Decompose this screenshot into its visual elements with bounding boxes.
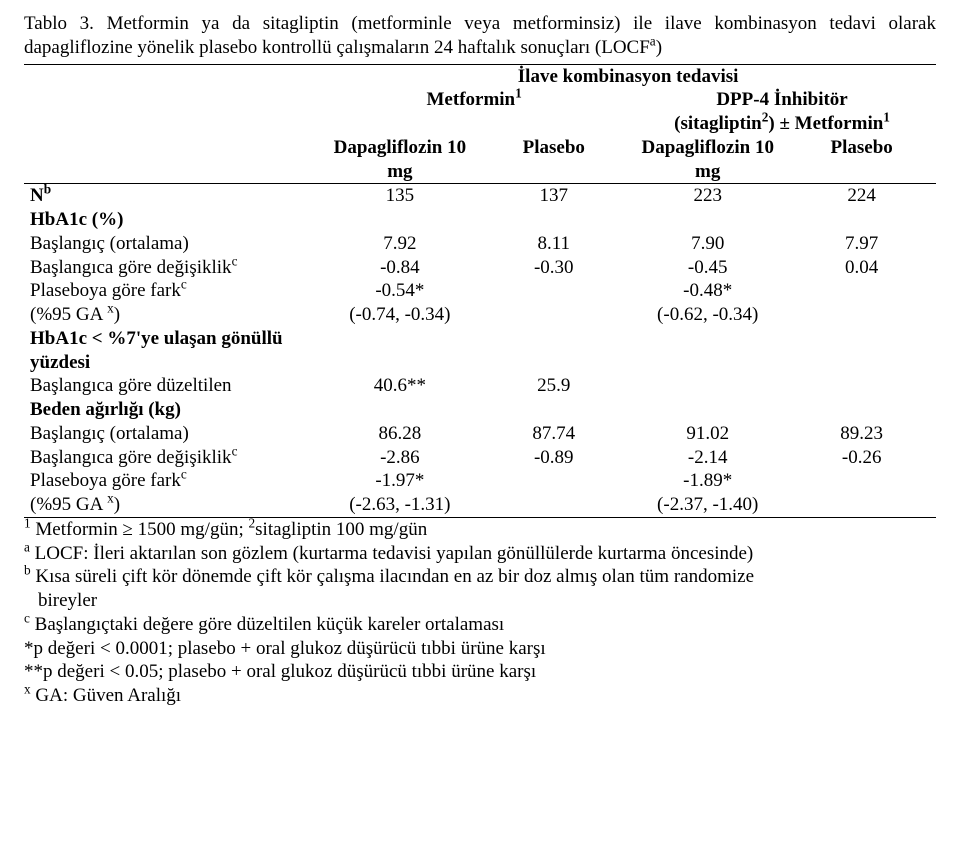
hdr-plasebo1: Plasebo — [479, 136, 628, 184]
cell: 91.02 — [628, 422, 787, 446]
cell — [787, 374, 936, 398]
cell: -2.14 — [628, 446, 787, 470]
hdr-ilave: İlave kombinasyon tedavisi — [320, 64, 936, 88]
cell: 40.6** — [320, 374, 479, 398]
cell: -0.26 — [787, 446, 936, 470]
cell: -0.45 — [628, 256, 787, 280]
row-label: Başlangıca göre düzeltilen — [24, 374, 320, 398]
row-label: Plaseboya göre farkc — [24, 279, 320, 303]
row-label: Plaseboya göre farkc — [24, 469, 320, 493]
cell: 25.9 — [479, 374, 628, 398]
cell: (-0.62, -0.34) — [628, 303, 787, 327]
row-hba1c7-2: yüzdesi — [24, 351, 320, 375]
cell — [787, 493, 936, 517]
data-table: İlave kombinasyon tedavisi Metformin1 DP… — [24, 64, 936, 518]
hdr-plasebo2: Plasebo — [787, 136, 936, 184]
cell: -2.86 — [320, 446, 479, 470]
cell: 224 — [787, 184, 936, 208]
caption-text: Tablo 3. Metformin ya da sitagliptin (me… — [24, 13, 936, 58]
cell: -0.89 — [479, 446, 628, 470]
cell — [479, 303, 628, 327]
footnote-p2: **p değeri < 0.05; plasebo + oral glukoz… — [24, 660, 936, 684]
cell: 7.97 — [787, 232, 936, 256]
row-hba1c: HbA1c (%) — [24, 208, 320, 232]
row-label: Başlangıç (ortalama) — [24, 422, 320, 446]
cell: 87.74 — [479, 422, 628, 446]
hdr-metformin: Metformin1 — [320, 88, 628, 136]
hdr-dapa2: Dapagliflozin 10 mg — [628, 136, 787, 184]
hdr-dpp4: DPP-4 İnhibitör (sitagliptin2) ± Metform… — [628, 88, 936, 136]
cell: 7.92 — [320, 232, 479, 256]
cell: 86.28 — [320, 422, 479, 446]
cell: -0.54* — [320, 279, 479, 303]
footnote-b-2: bireyler — [24, 589, 936, 613]
cell: 137 — [479, 184, 628, 208]
footnote-c: c Başlangıçtaki değere göre düzeltilen k… — [24, 613, 936, 637]
cell: (-2.37, -1.40) — [628, 493, 787, 517]
cell: 8.11 — [479, 232, 628, 256]
cell — [479, 469, 628, 493]
row-label: (%95 GA x) — [24, 303, 320, 327]
footnote-a: a LOCF: İleri aktarılan son gözlem (kurt… — [24, 542, 936, 566]
row-label: Başlangıca göre değişiklikc — [24, 446, 320, 470]
cell: (-2.63, -1.31) — [320, 493, 479, 517]
row-hba1c7-1: HbA1c < %7'ye ulaşan gönüllü — [24, 327, 320, 351]
cell — [787, 279, 936, 303]
cell: 7.90 — [628, 232, 787, 256]
cell — [479, 493, 628, 517]
cell: -1.97* — [320, 469, 479, 493]
hdr-dapa1: Dapagliflozin 10 mg — [320, 136, 479, 184]
cell: (-0.74, -0.34) — [320, 303, 479, 327]
cell: -1.89* — [628, 469, 787, 493]
cell: 0.04 — [787, 256, 936, 280]
cell — [787, 303, 936, 327]
cell: -0.48* — [628, 279, 787, 303]
cell: -0.30 — [479, 256, 628, 280]
row-label: (%95 GA x) — [24, 493, 320, 517]
footnote-1: 1 Metformin ≥ 1500 mg/gün; 2sitagliptin … — [24, 518, 936, 542]
cell — [628, 374, 787, 398]
row-beden: Beden ağırlığı (kg) — [24, 398, 320, 422]
row-n-label: Nb — [24, 184, 320, 208]
cell — [479, 279, 628, 303]
cell — [787, 469, 936, 493]
cell: 223 — [628, 184, 787, 208]
footnote-b-1: b Kısa süreli çift kör dönemde çift kör … — [24, 565, 936, 589]
caption-close: ) — [656, 37, 662, 58]
cell: -0.84 — [320, 256, 479, 280]
footnote-p1: *p değeri < 0.0001; plasebo + oral gluko… — [24, 637, 936, 661]
cell: 135 — [320, 184, 479, 208]
row-label: Başlangıç (ortalama) — [24, 232, 320, 256]
row-label: Başlangıca göre değişiklikc — [24, 256, 320, 280]
cell: 89.23 — [787, 422, 936, 446]
footnote-x: x GA: Güven Aralığı — [24, 684, 936, 708]
footnotes: 1 Metformin ≥ 1500 mg/gün; 2sitagliptin … — [24, 518, 936, 708]
table-caption: Tablo 3. Metformin ya da sitagliptin (me… — [24, 12, 936, 60]
